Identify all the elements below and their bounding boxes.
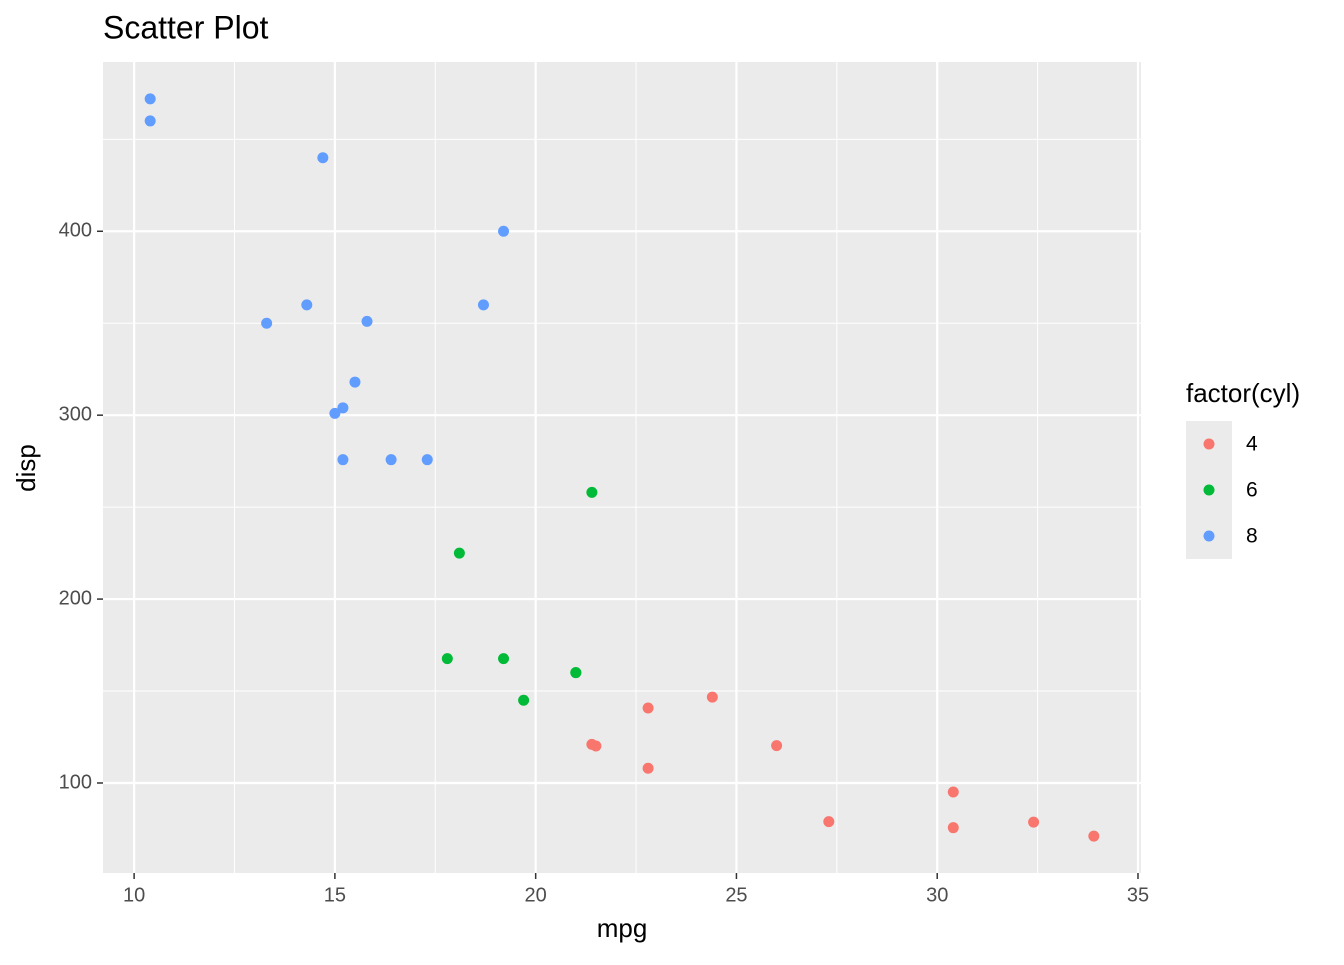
- point: [144, 93, 156, 105]
- point: [947, 786, 959, 798]
- y-tick-label: 100: [59, 771, 92, 793]
- point: [642, 702, 654, 714]
- point: [421, 454, 433, 466]
- point: [317, 152, 329, 164]
- point: [361, 315, 373, 327]
- y-tick-label: 400: [59, 220, 92, 242]
- point: [453, 547, 465, 559]
- point: [706, 691, 718, 703]
- legend-label: 8: [1246, 525, 1258, 548]
- y-tick-label: 200: [59, 587, 92, 609]
- x-tick-label: 30: [926, 884, 948, 906]
- point: [441, 653, 453, 665]
- point: [823, 816, 835, 828]
- y-axis-label: disp: [11, 444, 41, 492]
- point: [586, 738, 598, 750]
- point: [349, 376, 361, 388]
- grid: [103, 62, 1141, 873]
- x-axis-label: mpg: [597, 913, 648, 943]
- point: [771, 740, 783, 752]
- point: [261, 317, 273, 329]
- point: [1028, 816, 1040, 828]
- point: [337, 454, 349, 466]
- legend-title: factor(cyl): [1186, 378, 1300, 408]
- point: [144, 115, 156, 127]
- legend-label: 4: [1246, 433, 1258, 456]
- point: [385, 454, 397, 466]
- point: [337, 402, 349, 414]
- x-tick-label: 15: [324, 884, 346, 906]
- point: [301, 299, 313, 311]
- point: [329, 407, 341, 419]
- point: [498, 225, 510, 237]
- point: [498, 653, 510, 665]
- point: [586, 486, 598, 498]
- chart-title: Scatter Plot: [103, 9, 269, 45]
- panel: [103, 62, 1141, 873]
- point: [642, 762, 654, 774]
- x-tick-label: 35: [1127, 884, 1149, 906]
- x-tick-label: 25: [725, 884, 747, 906]
- legend-label: 6: [1246, 479, 1258, 502]
- point: [947, 822, 959, 834]
- x-tick-label: 10: [123, 884, 145, 906]
- point: [518, 694, 530, 706]
- legend-key: [1203, 438, 1215, 450]
- point: [1088, 830, 1100, 842]
- legend-key: [1203, 530, 1215, 542]
- point: [477, 299, 489, 311]
- legend-key: [1203, 484, 1215, 496]
- x-tick-label: 20: [525, 884, 547, 906]
- point: [570, 667, 582, 679]
- y-tick-label: 300: [59, 403, 92, 425]
